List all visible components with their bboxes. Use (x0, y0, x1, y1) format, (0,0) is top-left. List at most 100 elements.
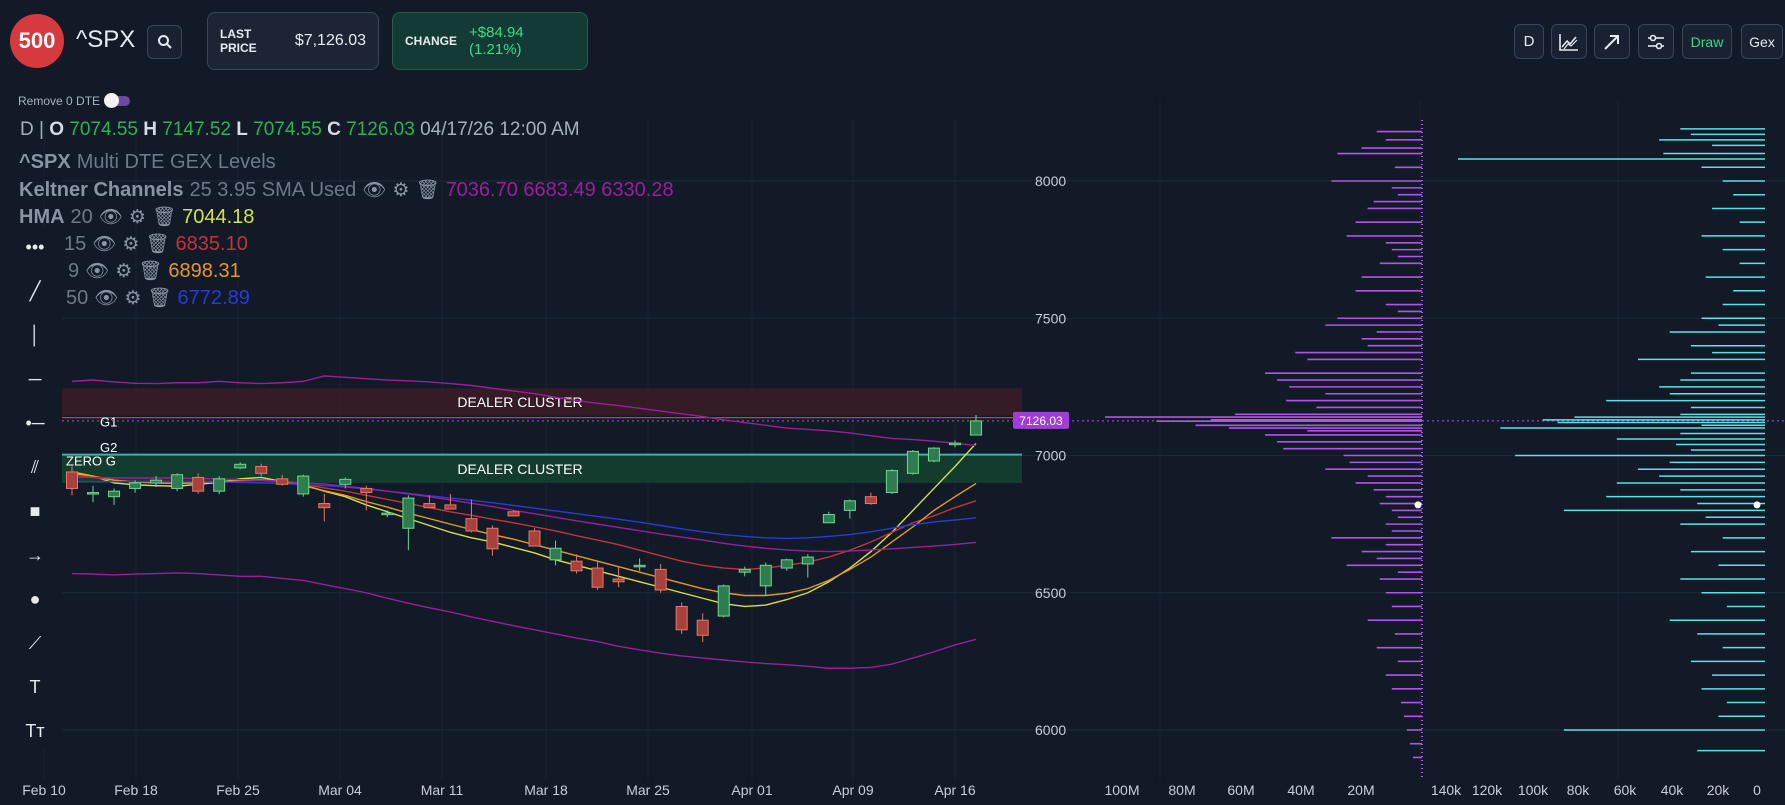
candle-body (801, 556, 814, 565)
candle-body (87, 492, 100, 495)
change-value: +$84.94 (1.21%) (469, 24, 524, 58)
last-price-value: $7,126.03 (294, 32, 366, 49)
gex-legend-title: Multi DTE GEX Levels (76, 151, 276, 173)
candle-body (276, 478, 289, 485)
chart-type-button[interactable] (1551, 24, 1587, 59)
candle-body (633, 564, 646, 568)
timeframe-button[interactable]: D (1514, 24, 1544, 59)
price-tag-bg (1013, 411, 1069, 429)
eye-icon[interactable]: 👁 (94, 288, 119, 309)
candle-body (591, 567, 604, 588)
indicator-legend-hma: HMA 20 👁 ⚙ 🗑 7044.18 (19, 205, 254, 229)
x-tick-label: Apr 01 (731, 782, 772, 798)
indicator-value: 6772.89 (177, 286, 250, 309)
high-label: H (143, 119, 157, 140)
eye-icon[interactable]: 👁 (85, 261, 110, 282)
legend-separator: | (39, 119, 44, 140)
level-label: ZERO G (66, 454, 116, 469)
y-tick-label: 7000 (1035, 448, 1066, 464)
vertical-line-icon[interactable]: │ (29, 324, 41, 345)
x-tick-label: Mar 04 (318, 782, 362, 798)
gex-x-tick-label: 40M (1287, 782, 1314, 798)
gear-icon[interactable]: ⚙ (115, 260, 133, 282)
candle-body (381, 512, 394, 516)
candle-body (255, 465, 268, 474)
rectangle-icon[interactable]: ■ (29, 500, 41, 521)
horizontal-line-icon[interactable]: ─ (28, 368, 42, 389)
candle-body (360, 487, 373, 494)
oi-x-tick-label: 140k (1431, 782, 1462, 798)
brand-logo[interactable]: 500 (10, 14, 64, 68)
remove-0dte-row: Remove 0 DTE (18, 93, 131, 108)
polyline-icon[interactable]: ⟋ (28, 632, 42, 653)
x-tick-label: Feb 10 (22, 782, 66, 798)
last-price-card: LAST PRICE $7,126.03 (207, 12, 379, 70)
candle-body (948, 442, 961, 446)
trash-icon[interactable]: 🗑 (151, 207, 177, 228)
candle-body (465, 518, 478, 532)
x-tick-label: Mar 11 (421, 782, 464, 798)
indicator-line (71, 572, 977, 669)
candle-body (528, 530, 541, 547)
level-label: G1 (100, 415, 117, 430)
more-tools-icon[interactable]: ••• (25, 236, 45, 257)
oi-x-tick-label: 0 (1753, 782, 1761, 798)
indicator-line (71, 474, 977, 571)
search-button[interactable] (147, 25, 182, 59)
text-size-icon[interactable]: Tт (25, 720, 45, 741)
trash-icon[interactable]: 🗑 (415, 180, 440, 201)
oi-x-tick-label: 20k (1707, 782, 1731, 798)
eye-icon[interactable]: 👁 (98, 207, 123, 228)
candle-body (171, 474, 184, 489)
parallel-channel-icon[interactable]: ⫽ (30, 456, 40, 477)
candle-body (129, 482, 142, 489)
x-tick-label: Apr 09 (832, 782, 873, 798)
candle-body (297, 475, 310, 495)
gex-x-tick-label: 80M (1168, 782, 1195, 798)
eye-icon[interactable]: 👁 (92, 234, 117, 255)
trend-line-icon[interactable]: ╱ (29, 280, 41, 301)
remove-0dte-toggle[interactable] (104, 93, 131, 108)
candle-body (192, 476, 205, 492)
candle-body (318, 503, 331, 509)
arrow-right-icon[interactable]: → (26, 544, 44, 565)
text-icon[interactable]: T (29, 676, 41, 697)
indicator-line (72, 480, 977, 540)
indicator-name: HMA (19, 205, 65, 228)
candle-body (717, 585, 730, 617)
indicator-value: 7044.18 (182, 205, 255, 228)
ticker-symbol[interactable]: ^SPX (76, 26, 136, 53)
oi-x-tick-label: 40k (1661, 782, 1685, 798)
gear-icon[interactable]: ⚙ (128, 206, 146, 228)
candle-body (738, 568, 751, 573)
candle-body (780, 559, 793, 569)
gear-icon[interactable]: ⚙ (122, 233, 140, 255)
draw-arrow-button[interactable] (1594, 24, 1630, 59)
current-price-tag: 7126.03 (1019, 414, 1063, 428)
dealer-cluster-label: DEALER CLUSTER (457, 461, 582, 477)
candle-body (759, 564, 772, 587)
indicator-period: 15 (64, 232, 87, 255)
low-label: L (236, 119, 248, 140)
gear-icon[interactable]: ⚙ (124, 287, 142, 309)
candle-body (675, 605, 688, 631)
x-tick-label: Feb 25 (216, 782, 260, 798)
brand-logo-text: 500 (18, 28, 56, 53)
eye-icon[interactable]: 👁 (362, 180, 387, 201)
gex-marker (1414, 501, 1422, 509)
trash-icon[interactable]: 🗑 (138, 261, 163, 282)
horizontal-ray-icon[interactable]: •─ (25, 412, 45, 433)
candle-body (696, 619, 709, 636)
trash-icon[interactable]: 🗑 (145, 234, 170, 255)
candle-body (612, 578, 625, 583)
settings-button[interactable] (1638, 24, 1674, 59)
candle-body (507, 511, 520, 517)
circle-icon[interactable]: ● (29, 588, 41, 609)
draw-button[interactable]: Draw (1682, 24, 1732, 59)
oi-x-tick-label: 60k (1614, 782, 1638, 798)
gear-icon[interactable]: ⚙ (392, 179, 410, 201)
trash-icon[interactable]: 🗑 (147, 288, 172, 309)
gex-button[interactable]: Gex (1741, 24, 1783, 59)
indicator-line (71, 472, 977, 597)
